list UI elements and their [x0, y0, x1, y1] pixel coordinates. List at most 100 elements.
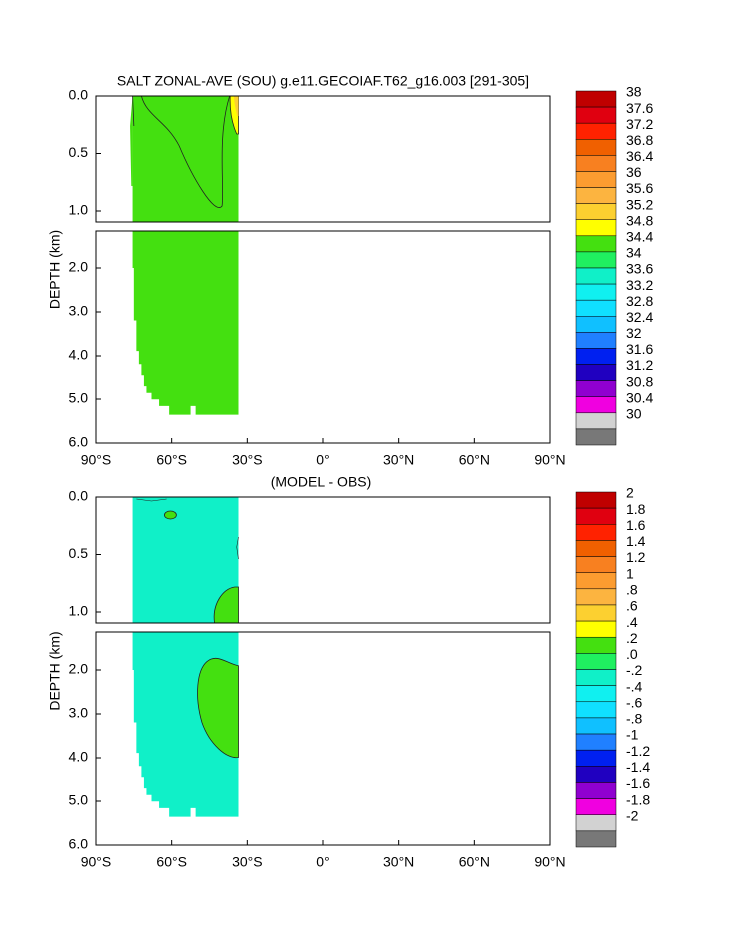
colorbar-label: 35.2: [626, 196, 653, 212]
panel-2: (MODEL - OBS)0.00.51.02.03.04.05.06.0DEP…: [47, 474, 651, 870]
colorbar-label: 30.4: [626, 389, 653, 405]
colorbar-box: [575, 122, 617, 140]
x-tick-label: 30°N: [383, 854, 414, 870]
y-tick-label: 1.0: [69, 202, 89, 218]
lower-field: [132, 632, 239, 817]
x-tick-label: 90°N: [534, 854, 565, 870]
contour-line: [236, 536, 239, 560]
colorbar-label: -.6: [626, 694, 643, 710]
colorbar-box: [575, 412, 617, 430]
colorbar-box: [575, 187, 617, 204]
colorbar-label: 1.2: [626, 549, 646, 565]
colorbar-box: [575, 830, 617, 848]
colorbar-box: [575, 636, 617, 654]
x-tick-label: 60°N: [459, 452, 490, 468]
feature-positive-anomaly: [164, 510, 177, 520]
colorbar-box: [575, 572, 617, 590]
colorbar-label: 33.6: [626, 261, 653, 277]
colorbar-box: [575, 524, 617, 541]
colorbar-box: [575, 588, 617, 606]
y-tick-label: 2.0: [69, 259, 89, 275]
x-tick-label: 30°N: [383, 452, 414, 468]
colorbar-label: 2: [626, 485, 634, 501]
colorbar-label: -1.2: [626, 743, 650, 759]
colorbar-label: 1.6: [626, 517, 646, 533]
colorbar-label: 34.4: [626, 229, 653, 245]
lower-field: [132, 231, 239, 415]
y-tick-label: 6.0: [69, 434, 89, 450]
colorbar-label: 38: [626, 84, 642, 100]
colorbar-label: -.4: [626, 678, 643, 694]
y-tick-label: 4.0: [69, 749, 89, 765]
x-tick-label: 60°S: [156, 854, 187, 870]
contour-line: [132, 95, 135, 127]
data-fill: [132, 231, 239, 415]
y-axis-label: DEPTH (km): [47, 230, 63, 309]
colorbar-label: -1: [626, 727, 639, 743]
colorbar-label: 35.6: [626, 180, 653, 196]
colorbar-box: [575, 749, 617, 767]
data-fill-edge: [130, 96, 133, 186]
colorbar-box: [575, 556, 617, 573]
colorbar-box: [575, 540, 617, 557]
colorbar-box: [575, 139, 617, 156]
colorbar-label: 36.8: [626, 132, 653, 148]
colorbar-box: [575, 267, 617, 285]
colorbar-box: [575, 219, 617, 237]
colorbar-box: [575, 620, 617, 638]
colorbar-label: .2: [626, 630, 638, 646]
contour-line: [136, 498, 167, 502]
y-tick-label: 5.0: [69, 792, 89, 808]
colorbar-label: 1.8: [626, 501, 646, 517]
colorbar-label: .8: [626, 582, 638, 598]
colorbar-box: [575, 701, 617, 719]
colorbar-label: -.2: [626, 662, 643, 678]
feature-positive-anomaly: [213, 586, 239, 624]
colorbar-label: 32.4: [626, 309, 653, 325]
y-tick-label: 0.5: [69, 144, 89, 160]
colorbar-box: [575, 203, 617, 220]
colorbar-box: [575, 348, 617, 365]
colorbar-box: [575, 283, 617, 301]
colorbar-label: 32.8: [626, 293, 653, 309]
upper-frame: [95, 95, 551, 223]
colorbar-box: [575, 364, 617, 381]
colorbar-label: 36: [626, 164, 642, 180]
y-tick-label: 3.0: [69, 303, 89, 319]
y-tick-label: 6.0: [69, 836, 89, 852]
colorbar-label: -2: [626, 807, 639, 823]
colorbar-label: 30.8: [626, 373, 653, 389]
colorbar-label: .6: [626, 598, 638, 614]
colorbar-box: [575, 235, 617, 253]
y-axis-label: DEPTH (km): [47, 631, 63, 710]
y-tick-label: 0.5: [69, 545, 89, 561]
colorbar-box: [575, 428, 617, 446]
colorbar-label: .0: [626, 646, 638, 662]
colorbar-label: -1.6: [626, 775, 650, 791]
colorbar: 3837.637.236.836.43635.635.234.834.43433…: [575, 84, 653, 446]
chart-title: SALT ZONAL-AVE (SOU) g.e11.GECOIAF.T62_g…: [117, 73, 529, 89]
colorbar-box: [575, 782, 617, 799]
x-tick-label: 30°S: [232, 452, 263, 468]
colorbar-label: 33.2: [626, 277, 653, 293]
colorbar-label: 32: [626, 325, 642, 341]
colorbar-label: 37.2: [626, 116, 653, 132]
colorbar-box: [575, 604, 617, 622]
colorbar-box: [575, 396, 617, 414]
y-tick-label: 0.0: [69, 488, 89, 504]
colorbar-box: [575, 653, 617, 670]
colorbar-box: [575, 380, 617, 397]
colorbar-box: [575, 814, 617, 832]
colorbar-box: [575, 717, 617, 735]
colorbar-label: 1.4: [626, 533, 646, 549]
colorbar-box: [575, 332, 617, 349]
colorbar-label: 34.8: [626, 212, 653, 228]
x-tick-label: 90°S: [81, 854, 112, 870]
colorbar-box: [575, 491, 617, 509]
data-fill: [132, 96, 239, 222]
colorbar-box: [575, 299, 617, 317]
y-tick-label: 3.0: [69, 705, 89, 721]
colorbar-label: -.8: [626, 711, 643, 727]
colorbar-label: -1.4: [626, 759, 650, 775]
colorbar-box: [575, 766, 617, 783]
